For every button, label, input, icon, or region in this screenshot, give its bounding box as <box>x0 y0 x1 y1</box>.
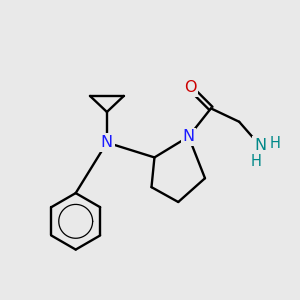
Text: N: N <box>101 135 113 150</box>
Text: N: N <box>183 129 195 144</box>
Text: H: H <box>270 136 281 151</box>
Text: N: N <box>254 138 266 153</box>
Text: H: H <box>251 154 262 169</box>
Text: O: O <box>184 80 197 95</box>
